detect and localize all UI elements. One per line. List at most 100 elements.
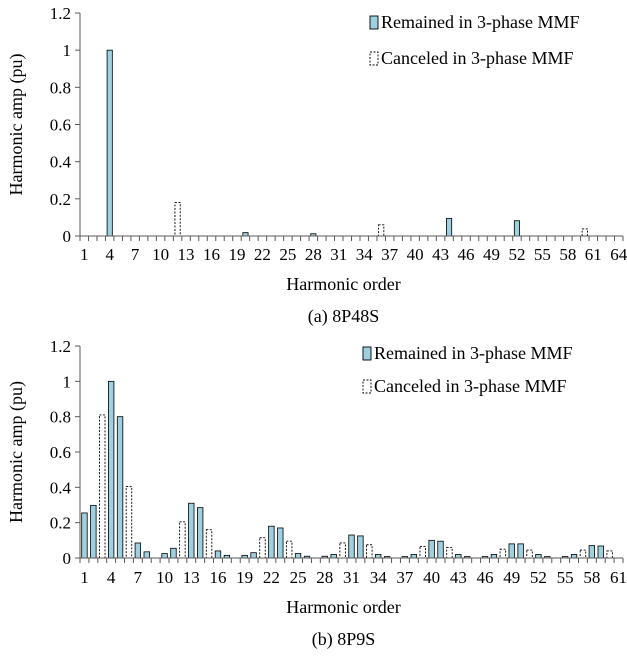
bar-remained [570,554,578,559]
bar-remained [588,545,596,559]
bar-remained [188,502,195,559]
x-tick-label: 58 [583,568,600,587]
x-tick-label: 55 [534,245,551,264]
x-tick-label: 43 [432,245,449,264]
x-tick-label: 1 [80,568,89,587]
x-tick-label: 10 [156,568,173,587]
bar-canceled [378,224,385,237]
bar-remained [375,554,382,559]
legend-label: Remained in 3-phase MMF [381,12,579,32]
x-axis-label: Harmonic order [286,274,400,294]
y-tick-label: 0.6 [50,443,71,462]
y-tick-label: 0.8 [50,408,71,427]
x-tick-label: 46 [477,568,494,587]
bar-remained [508,543,515,559]
bar-canceled [179,521,186,559]
x-tick-label: 55 [557,568,574,587]
x-tick-label: 1 [80,245,89,264]
x-tick-label: 40 [423,568,440,587]
x-tick-label: 46 [458,245,475,264]
x-tick-label: 58 [559,245,576,264]
y-tick-label: 0.2 [50,190,71,209]
bar-remained [277,527,284,559]
x-tick-label: 31 [343,568,360,587]
x-tick-label: 25 [290,568,307,587]
y-tick-label: 0 [63,549,72,568]
chart-panel-a: 00.20.40.60.811.21 4 7 10 13 16 19 22 25 28 31 34 37… [6,4,627,327]
bar-remained [428,539,435,559]
bar-canceled [205,529,213,559]
bar-remained [513,220,520,237]
bar-canceled [419,546,426,559]
x-tick-label: 13 [178,245,195,264]
bar-remained [268,525,275,559]
y-tick-label: 0.8 [50,78,71,97]
bar-remained [197,507,204,559]
bar-canceled [366,544,373,559]
legend-swatch-canceled [362,379,372,394]
x-tick-label: 40 [407,245,424,264]
x-tick-label: 64 [610,245,627,264]
x-tick-label: 43 [450,568,467,587]
bar-remained [535,554,542,559]
bar-canceled [606,550,613,559]
y-tick-label: 0 [63,227,72,246]
bar-canceled [285,540,293,559]
x-tick-label: 61 [610,568,627,587]
x-tick-label: 16 [203,245,220,264]
y-tick-label: 0.2 [50,514,71,533]
bar-remained [410,554,417,559]
x-tick-label: 49 [503,568,520,587]
bar-remained [348,534,355,559]
bar-canceled [259,537,266,559]
x-tick-label: 28 [316,568,333,587]
x-tick-label: 25 [279,245,296,264]
chart-panel-b: 00.20.40.60.811.21 4 7 10 13 16 19 22 25 28 31 34 37… [6,337,627,650]
bar-remained [455,554,462,559]
bar-remained [597,545,604,559]
x-tick-label: 10 [152,245,169,264]
x-tick-label: 7 [131,245,140,264]
legend-swatch-remained [369,15,379,30]
bar-remained [517,543,524,559]
bar-remained [81,512,88,559]
bar-remained [330,554,337,559]
y-tick-label: 0.4 [50,153,72,172]
legend-swatch-remained [362,346,372,361]
x-tick-label: 4 [105,245,114,264]
bar-remained [446,217,453,237]
y-tick-label: 0.4 [50,478,72,497]
bar-canceled [99,414,106,559]
x-tick-label: 13 [183,568,200,587]
bar-remained [161,553,168,559]
bar-remained [357,535,364,559]
y-tick-label: 0.6 [50,116,71,135]
x-tick-label: 7 [134,568,143,587]
bar-remained [490,554,498,559]
x-tick-label: 4 [107,568,116,587]
y-tick-label: 1.2 [50,337,71,356]
x-tick-label: 37 [381,245,399,264]
legend-label: Canceled in 3-phase MMF [374,376,566,396]
bar-canceled [499,548,507,559]
bar-remained [108,380,115,559]
x-tick-label: 34 [356,245,374,264]
y-axis-label: Harmonic amp (pu) [6,54,27,196]
bar-canceled [174,202,181,237]
x-tick-label: 37 [396,568,414,587]
y-tick-label: 1 [63,372,72,391]
x-tick-label: 19 [228,245,245,264]
y-axis-label: Harmonic amp (pu) [6,381,27,523]
bar-canceled [339,542,346,559]
bar-canceled [446,546,453,559]
legend-label: Remained in 3-phase MMF [374,343,572,363]
y-tick-label: 1.2 [50,4,71,23]
bar-canceled [526,549,533,559]
bar-remained [250,552,257,559]
bar-remained [134,542,142,559]
chart-subtitle: (a) 8P48S [308,306,380,327]
x-tick-label: 16 [209,568,226,587]
bar-remained [214,550,222,559]
legend-label: Canceled in 3-phase MMF [381,48,573,68]
